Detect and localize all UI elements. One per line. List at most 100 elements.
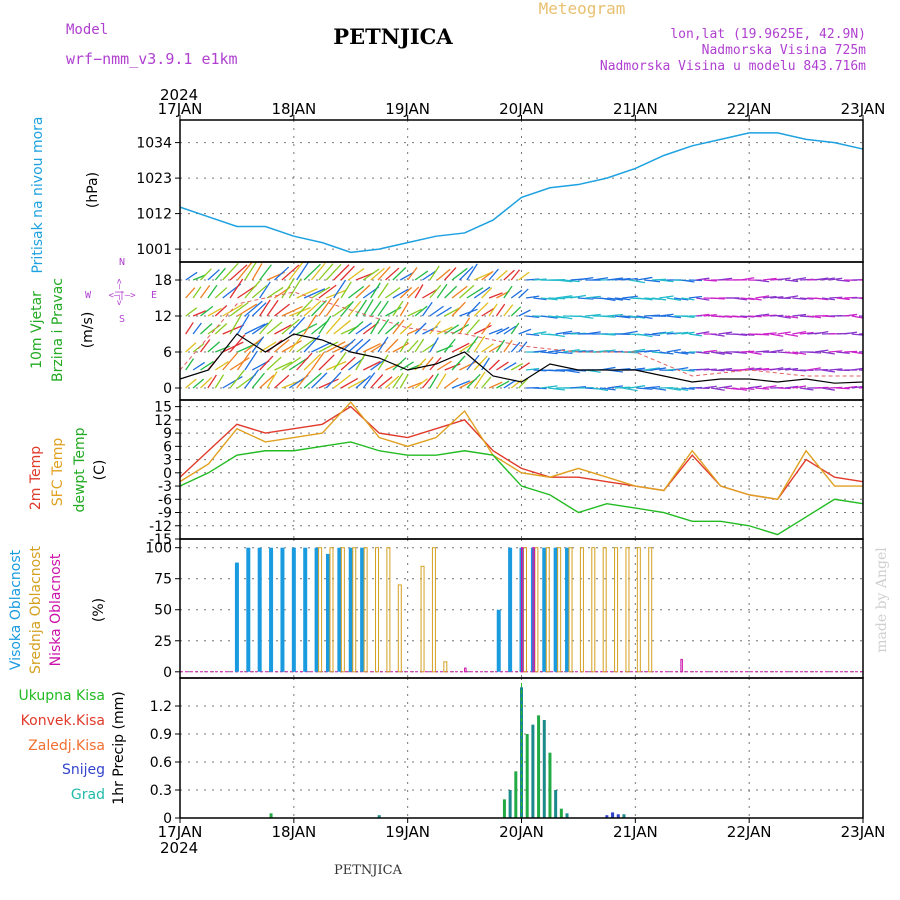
wind-barb [673,331,689,335]
wind-barb [392,267,407,281]
wind-barb [799,297,814,300]
y-tick-label: 18 [154,273,172,289]
temp-dewpt-line [179,441,864,536]
wind-barb [429,284,442,299]
wind-barb [784,315,799,319]
x-tick-label-bottom: 18JAN [271,823,316,841]
precip-snow-bar [616,814,620,818]
wind-barb [259,355,274,371]
wind-barb [607,313,624,317]
wind-barb [266,299,279,317]
wind-barb [214,267,226,281]
wind-barb [377,282,389,299]
wind-barb [303,372,322,389]
wind-barb [562,279,580,283]
wind-barb [473,355,488,371]
wind-barb [473,286,491,299]
wind-barb [503,339,513,353]
wind-barb [318,341,339,353]
wind-barb [792,277,807,281]
wind-barb [807,367,821,371]
wind-barb [629,279,646,284]
wind-barb [399,286,413,299]
wind-barb [429,320,441,335]
wind-barb [370,282,381,299]
wind-barb [296,352,313,371]
wind-barb [481,287,493,299]
wind-barb [377,354,389,371]
wind-barb [466,301,481,317]
wind-barb [237,303,258,317]
wind-barb [259,281,271,299]
cloud-mid-label: Srednja Oblacnost [28,546,44,674]
cloud-high-bar [325,553,330,672]
wind-barb [348,285,365,299]
cloud-mid-bar [386,547,391,673]
wind-barb [718,277,733,281]
wind-barb [370,374,384,389]
wind-barb [718,331,733,335]
wind-barb [577,315,594,319]
wind-barb [829,277,843,281]
wind-barb [592,277,609,281]
wind-barb [281,318,300,335]
wind-barb [807,351,822,354]
wind-barb [533,331,547,335]
wind-barb [251,322,269,335]
wind-barb [592,387,609,392]
wind-barb [614,315,631,319]
wind-barb [755,367,770,371]
wind-barb [444,285,458,299]
wind-barbs [185,262,863,392]
wind-barb [681,331,695,335]
wind-barb [414,305,428,317]
y-tick-label: 1001 [136,242,172,258]
y-tick-label: -9 [158,506,172,522]
wind-barb [784,351,799,355]
cloud-high-label: Visoka Oblacnost [8,549,24,670]
elevation-text: Nadmorska Visina 725m [702,43,867,58]
wind-barb [311,341,332,353]
wind-barb [333,351,347,371]
wind-barb [525,333,540,337]
y-tick-label: 50 [154,603,172,619]
wind-label-line1: 10m Vjetar [29,291,45,369]
wind-barb [636,315,653,320]
wind-barb [451,323,470,335]
wind-barb [614,277,631,281]
wind-barb [207,341,221,353]
wind-barb [651,278,667,281]
wind-barb [481,307,495,317]
wind-barb [414,284,424,299]
cloud-high-bar [280,547,285,672]
wind-barb [585,313,601,317]
precip-grid: 0 0.3 0.6 0.9 1.2 [150,678,863,827]
wind-barb [229,357,250,371]
compass-axis-horizontal: <—|—> [108,291,136,301]
wind-barb [348,320,364,335]
pressure-series-label: Pritisak na nivou mora [30,116,46,273]
cloud-mid-bar [397,584,402,673]
wind-barb [370,358,386,371]
wind-barb [703,349,717,353]
wind-barb [747,315,762,318]
wind-barb [755,350,770,353]
y-tick-label: 0 [163,665,172,681]
wind-barb [710,351,725,355]
pressure-line [179,132,864,254]
wind-barb [421,301,433,317]
wind-barb [703,385,717,389]
wind-barb [355,375,371,389]
precip-total-bar [537,715,541,818]
wind-barb [821,277,835,281]
x-tick-label-top: 21JAN [613,100,658,118]
wind-barb [274,303,290,317]
wind-barb [740,387,755,390]
wind-barb [370,267,385,281]
lonlat-text: lon,lat (19.9625E, 42.9N) [670,27,866,42]
model-name: wrf−nmm_v3.9.1 e1km [66,50,238,68]
wind-barb [555,351,573,355]
wind-barb [488,344,502,353]
precip-total-bar [377,815,381,818]
wind-barb [829,368,843,371]
